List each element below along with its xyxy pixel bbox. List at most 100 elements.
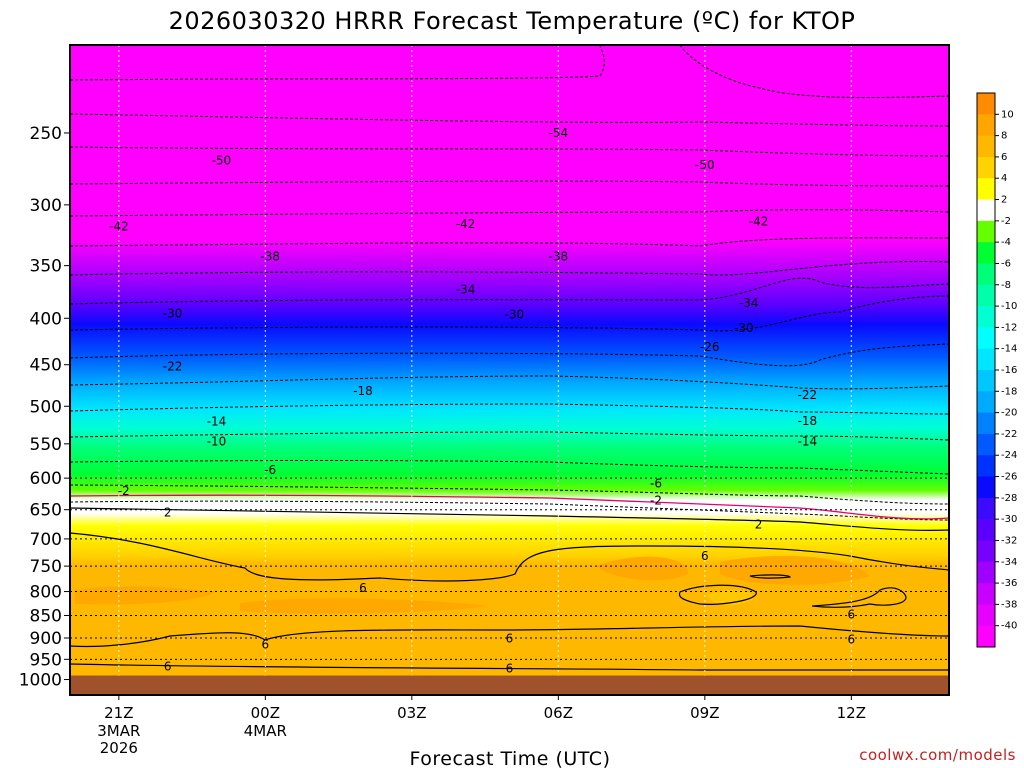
colorbar-swatch [977, 455, 995, 478]
colorbar-label: -34 [1001, 557, 1017, 568]
contour-label: -50 [212, 153, 232, 167]
contour-labels: -54-50 -50-42 -42 -42-38 -38-34-34-30 -30-30-… [109, 126, 855, 676]
contour-label: -38 [260, 250, 280, 264]
contour-label: -42 [109, 220, 129, 234]
freezing-line [70, 494, 949, 520]
colorbar-swatch [977, 497, 995, 520]
colorbar-label: -36 [1001, 578, 1017, 589]
colorbar-swatch [977, 306, 995, 328]
colorbar: 10 8 6 4 2 -2 -4 -6 -8 -10 -12 -14 -16 -18 -20 -22 -24 -2… [976, 92, 1017, 648]
y-tick-label: 1000 [19, 671, 62, 691]
contour-line [70, 209, 949, 217]
contour-label: -14 [798, 435, 818, 449]
contour-label: -18 [353, 384, 373, 398]
contour-line [70, 403, 949, 415]
contour-label: 6 [359, 581, 367, 595]
contour-label: -30 [163, 306, 183, 320]
contour-label: -22 [798, 388, 818, 402]
contour-line [678, 584, 757, 605]
contour-label: 6 [701, 549, 709, 563]
colorbar-swatch [977, 412, 995, 435]
colorbar-swatch [977, 263, 995, 286]
x-date-label: 3MAR [97, 722, 140, 740]
colorbar-label: -38 [1001, 599, 1017, 610]
y-tick-label: 400 [30, 309, 62, 329]
colorbar-swatch [977, 433, 995, 456]
contour-line [70, 484, 949, 505]
y-tick-label: 650 [30, 501, 62, 521]
contour-lines [70, 45, 949, 671]
colorbar-swatch [977, 114, 995, 137]
contour-label: -22 [163, 359, 183, 373]
colorbar-swatch [977, 519, 995, 541]
colorbar-swatch [977, 156, 995, 179]
y-tick-label: 300 [30, 196, 62, 216]
contour-label: 6 [506, 662, 514, 676]
x-tick-label: 00Z [251, 704, 280, 722]
colorbar-label: -18 [1001, 386, 1017, 397]
colorbar-label: -16 [1001, 365, 1017, 376]
contour-line [70, 507, 949, 531]
contour-label: -6 [264, 463, 276, 477]
colorbar-swatch [977, 370, 995, 392]
y-tick-label: 850 [30, 606, 62, 626]
ground-surface [70, 675, 949, 695]
contour-label: 2 [755, 518, 763, 532]
colorbar-swatch [977, 391, 995, 414]
warm-pocket [75, 586, 215, 605]
colorbar-label: -14 [1001, 344, 1017, 355]
y-axis: 250 300 350 400 450 500 550 600 650 700 750 800 850 9… [19, 124, 70, 691]
x-tick-label: 03Z [397, 704, 426, 722]
contour-line [811, 587, 907, 608]
colorbar-label: -30 [1001, 514, 1017, 525]
contour-line [70, 343, 949, 367]
colorbar-swatch [977, 220, 995, 243]
y-tick-label: 350 [30, 257, 62, 277]
contour-label: -10 [207, 435, 227, 449]
colorbar-swatch [977, 242, 995, 264]
colorbar-swatch [977, 348, 995, 371]
contour-label: -14 [207, 415, 227, 429]
y-tick-label: 900 [30, 629, 62, 649]
contour-label: -30 [505, 307, 525, 321]
contour-label: -26 [700, 340, 720, 354]
contour-label: -50 [695, 158, 715, 172]
plot-area: -54-50 -50-42 -42 -42-38 -38-34-34-30 -30-30-… [70, 45, 949, 695]
colorbar-swatch [977, 135, 995, 158]
colorbar-label: -40 [1001, 621, 1017, 632]
colorbar-swatch [977, 178, 995, 201]
colorbar-swatch [977, 540, 995, 563]
contour-label: 6 [164, 659, 172, 673]
colorbar-label: 10 [1001, 109, 1014, 120]
contour-line [70, 460, 949, 475]
contour-label: 2 [164, 506, 172, 520]
contour-line [679, 45, 949, 99]
contour-label: -2 [650, 493, 662, 507]
colorbar-label: -24 [1001, 450, 1017, 461]
colorbar-label: 4 [1001, 173, 1007, 184]
colorbar-label: -10 [1001, 301, 1017, 312]
colorbar-swatch [977, 284, 995, 307]
contour-line [70, 295, 949, 332]
contour-line [70, 45, 605, 81]
contour-line [70, 180, 949, 187]
contour-line [749, 574, 791, 579]
contour-line [70, 431, 949, 441]
plot-frame [69, 44, 950, 696]
colorbar-label: 2 [1001, 195, 1007, 206]
colorbar-label: -26 [1001, 472, 1017, 483]
colorbar-label: 8 [1001, 131, 1007, 142]
contour-line [70, 625, 949, 648]
credit-text: coolwx.com/models [859, 746, 1016, 764]
contour-label: -42 [749, 215, 769, 229]
y-tick-label: 750 [30, 557, 62, 577]
colorbar-swatch [977, 93, 995, 115]
colorbar-swatch [977, 604, 995, 627]
contour-line [70, 532, 949, 582]
colorbar-swatch [977, 476, 995, 499]
contour-label: -30 [734, 321, 754, 335]
contour-label: 6 [262, 638, 270, 652]
temperature-field [70, 45, 949, 695]
